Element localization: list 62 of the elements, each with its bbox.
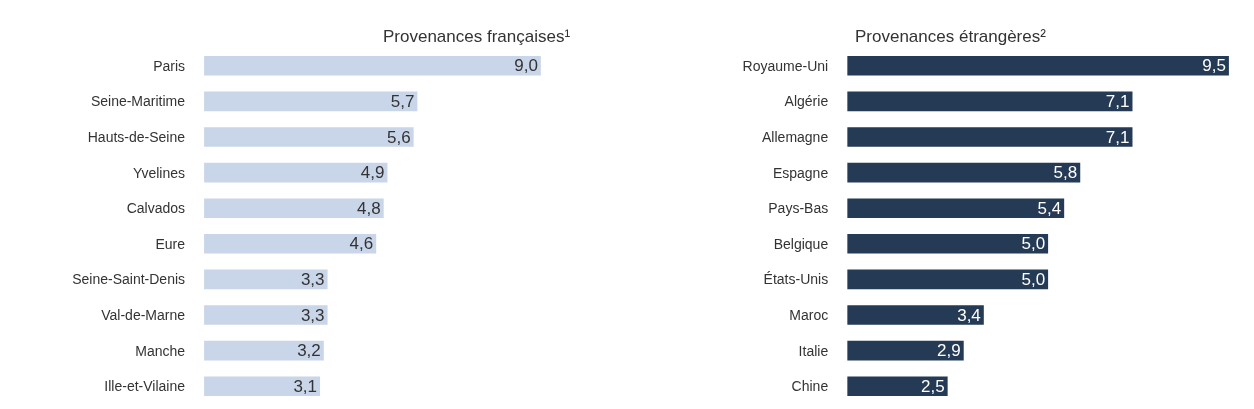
- bar: [204, 162, 388, 183]
- data-label: 3,3: [300, 269, 325, 289]
- data-label: 2,9: [937, 341, 961, 361]
- data-label: 3,1: [293, 376, 318, 396]
- y-tick-label: États-Unis: [763, 271, 829, 288]
- y-tick-label: Ille-et-Vilaine: [104, 378, 186, 395]
- y-tick-label: Val-de-Marne: [101, 306, 186, 323]
- y-tick-label: Royaume-Uni: [742, 57, 829, 74]
- y-tick-label: Maroc: [789, 306, 829, 323]
- data-label: 4,9: [360, 163, 385, 183]
- data-label: 5,0: [1021, 234, 1046, 254]
- y-tick-label: Pays-Bas: [768, 200, 829, 217]
- y-tick-label: Espagne: [772, 164, 829, 181]
- data-label: 9,5: [1202, 56, 1226, 76]
- data-label: 7,1: [1105, 91, 1130, 111]
- bar: [204, 305, 328, 325]
- bar: [204, 376, 321, 396]
- bar: [204, 198, 384, 218]
- bar: [204, 91, 418, 112]
- bar: [204, 127, 414, 147]
- y-tick-label: Seine-Maritime: [90, 93, 186, 110]
- bar: [847, 127, 1133, 147]
- data-label: 2,5: [921, 376, 945, 396]
- y-tick-label: Yvelines: [132, 164, 186, 181]
- bar: [847, 198, 1065, 218]
- y-tick-label: Seine-Saint-Denis: [72, 271, 186, 288]
- y-tick-label: Italie: [798, 342, 829, 359]
- y-tick-label: Chine: [791, 378, 829, 395]
- data-label: 4,6: [349, 234, 374, 254]
- chart-title: Provenances françaises¹: [383, 27, 571, 46]
- data-label: 9,0: [514, 56, 538, 76]
- y-tick-label: Paris: [153, 57, 186, 74]
- data-label: 5,4: [1037, 198, 1062, 218]
- data-label: 5,8: [1053, 163, 1078, 183]
- y-tick-label: Algérie: [784, 93, 829, 110]
- y-tick-label: Eure: [155, 235, 186, 252]
- y-tick-label: Belgique: [773, 235, 829, 252]
- data-label: 3,2: [297, 341, 321, 361]
- chart-title: Provenances étrangères²: [855, 27, 1047, 46]
- bar: [204, 234, 377, 254]
- bar: [847, 56, 1229, 76]
- y-tick-label: Calvados: [126, 200, 186, 217]
- data-label: 5,6: [386, 127, 411, 147]
- bar: [847, 305, 984, 325]
- bar: [847, 91, 1133, 112]
- data-label: 3,3: [300, 305, 325, 325]
- bar: [847, 376, 948, 396]
- bar: [204, 269, 328, 290]
- data-label: 4,8: [357, 198, 381, 218]
- data-label: 7,1: [1105, 127, 1130, 147]
- data-label: 3,4: [957, 305, 981, 325]
- bar: [204, 56, 541, 76]
- bar: [847, 162, 1081, 183]
- y-tick-label: Allemagne: [762, 128, 829, 145]
- bar: [847, 234, 1049, 254]
- bar: [847, 340, 964, 361]
- data-label: 5,7: [390, 91, 415, 111]
- bar: [847, 269, 1049, 290]
- y-tick-label: Manche: [135, 342, 186, 359]
- bar: [204, 340, 324, 361]
- y-tick-label: Hauts-de-Seine: [87, 128, 186, 145]
- data-label: 5,0: [1021, 269, 1046, 289]
